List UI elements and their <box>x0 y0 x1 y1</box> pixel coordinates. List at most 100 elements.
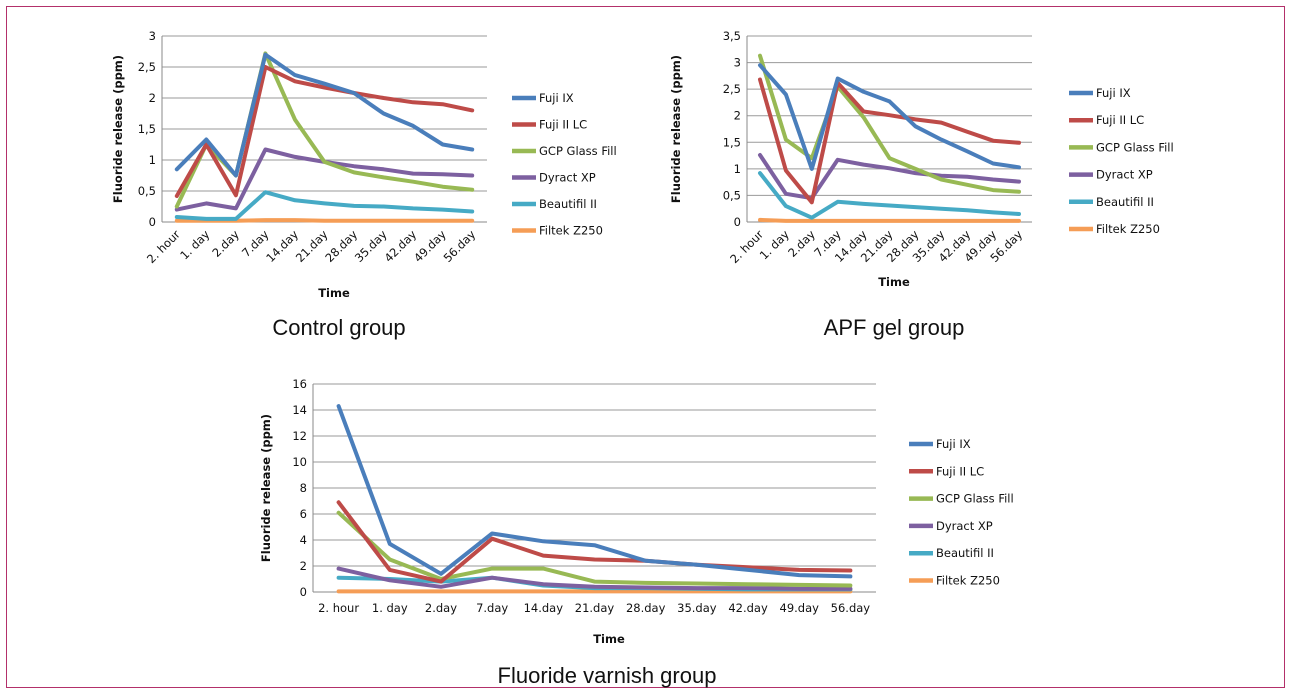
series-line <box>336 500 853 584</box>
x-tick-label: 2. hour <box>144 227 183 266</box>
x-tick-label: 2. hour <box>727 227 766 266</box>
x-tick-label: 2.day <box>425 601 457 615</box>
legend-label: Dyract XP <box>539 171 596 185</box>
y-tick-label: 10 <box>292 455 307 469</box>
series-line <box>336 404 853 579</box>
x-tick-label: 56.day <box>441 227 479 265</box>
y-tick-label: 1 <box>734 162 741 176</box>
x-tick-label: 56.day <box>831 601 871 615</box>
series-line <box>336 510 853 588</box>
legend-label: GCP Glass Fill <box>936 492 1014 506</box>
legend-label: GCP Glass Fill <box>1096 140 1174 154</box>
y-tick-label: 12 <box>292 429 307 443</box>
x-tick-label: 2.day <box>209 227 242 260</box>
legend-label: Fuji IX <box>1096 86 1131 100</box>
y-tick-label: 2 <box>300 559 307 573</box>
y-tick-label: 2 <box>149 91 156 105</box>
x-tick-label: 49.day <box>411 227 449 265</box>
x-tick-label: 1. day <box>757 227 792 262</box>
legend-item: Filtek Z250 <box>1069 222 1160 236</box>
x-tick-label: 28.day <box>322 227 360 265</box>
series-line <box>758 153 1021 201</box>
x-axis-title: Time <box>878 275 910 289</box>
legend-item: Beautifil II <box>1069 195 1154 209</box>
legend-item: Fuji IX <box>1069 86 1131 100</box>
legend-label: Fuji II LC <box>936 464 984 478</box>
y-tick-label: 6 <box>300 507 307 521</box>
legend-item: Filtek Z250 <box>512 224 603 238</box>
x-tick-label: 35.day <box>352 227 390 265</box>
x-tick-label: 2.day <box>785 227 818 260</box>
y-tick-label: 14 <box>292 403 307 417</box>
x-tick-label: 14.day <box>524 601 564 615</box>
y-tick-label: 0,5 <box>723 188 741 202</box>
y-tick-label: 2,5 <box>723 82 741 96</box>
y-tick-label: 0 <box>149 215 156 229</box>
legend-label: Beautifil II <box>539 197 597 211</box>
series-line <box>174 65 475 198</box>
y-tick-label: 2,5 <box>138 60 156 74</box>
x-tick-label: 35.day <box>677 601 717 615</box>
y-axis-title: Fluoride release (ppm) <box>259 414 273 562</box>
y-tick-label: 1 <box>149 153 156 167</box>
series-line <box>758 77 1021 205</box>
legend-label: Beautifil II <box>1096 195 1154 209</box>
x-tick-label: 49.day <box>780 601 820 615</box>
legend-label: Dyract XP <box>936 519 993 533</box>
legend-item: Dyract XP <box>512 171 596 185</box>
series-line <box>174 51 475 209</box>
chart-3: 0 2 4 6 8 10 12 14 16 2. hour 1. day 2.day 7.day 14.d… <box>259 377 1014 688</box>
y-tick-label: 0 <box>734 215 741 229</box>
legend-label: Beautifil II <box>936 546 994 560</box>
legend-label: Fuji IX <box>539 91 574 105</box>
y-tick-label: 1,5 <box>138 122 156 136</box>
y-tick-label: 0,5 <box>138 184 156 198</box>
legend-item: Filtek Z250 <box>909 574 1000 588</box>
legend-item: GCP Glass Fill <box>512 144 617 158</box>
legend-item: Fuji II LC <box>909 464 984 478</box>
x-tick-label: 7.day <box>476 601 508 615</box>
legend-item: Dyract XP <box>909 519 993 533</box>
x-tick-label: 2. hour <box>318 601 359 615</box>
y-tick-label: 4 <box>300 533 307 547</box>
chart-caption: Control group <box>272 315 405 340</box>
y-tick-label: 2 <box>734 109 741 123</box>
x-tick-label: 28.day <box>626 601 666 615</box>
legend-item: GCP Glass Fill <box>1069 140 1174 154</box>
legend-item: Fuji II LC <box>512 118 587 132</box>
x-tick-label: 1. day <box>177 227 212 262</box>
legend-item: Beautifil II <box>909 546 994 560</box>
y-tick-label: 8 <box>300 481 307 495</box>
chart-caption: APF gel group <box>824 315 965 340</box>
y-tick-label: 16 <box>292 377 307 391</box>
legend-item: Fuji IX <box>512 91 574 105</box>
y-tick-label: 3 <box>149 29 156 43</box>
y-tick-label: 3 <box>734 56 741 70</box>
x-tick-label: 42.day <box>381 227 419 265</box>
y-tick-label: 1,5 <box>723 135 741 149</box>
legend-label: Fuji II LC <box>1096 113 1144 127</box>
legend-item: Fuji II LC <box>1069 113 1144 127</box>
x-tick-label: 21.day <box>575 601 615 615</box>
series-line <box>336 566 853 591</box>
series-line <box>758 63 1021 171</box>
y-tick-label: 0 <box>300 585 307 599</box>
x-tick-label: 14.day <box>263 227 301 265</box>
legend-item: Fuji IX <box>909 437 971 451</box>
legend-label: Filtek Z250 <box>1096 222 1160 236</box>
legend-item: Beautifil II <box>512 197 597 211</box>
legend-item: Dyract XP <box>1069 168 1153 182</box>
legend-label: Dyract XP <box>1096 168 1153 182</box>
series-line <box>758 217 1021 223</box>
legend-label: Filtek Z250 <box>539 224 603 238</box>
legend-label: Fuji IX <box>936 437 971 451</box>
x-axis-title: Time <box>593 632 625 646</box>
legend-label: GCP Glass Fill <box>539 144 617 158</box>
y-tick-label: 3,5 <box>723 29 741 43</box>
figure-panel: 0 0,5 1 1,5 2 2,5 3 2. hour 1. day 2.day 7.day 14.d… <box>6 6 1285 688</box>
x-tick-label: 21.day <box>293 227 331 265</box>
series-line <box>758 53 1021 194</box>
x-tick-label: 42.day <box>728 601 768 615</box>
